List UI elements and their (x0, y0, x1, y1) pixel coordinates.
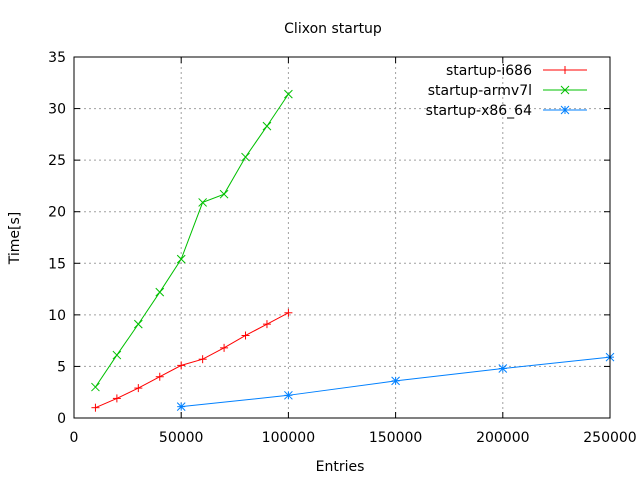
x-tick-label: 50000 (159, 430, 204, 446)
data-point-plus (198, 355, 207, 364)
data-point-cross (198, 198, 207, 207)
data-point-star (391, 376, 400, 386)
data-point-plus (262, 320, 271, 329)
x-tick-label: 100000 (262, 430, 315, 446)
data-point-cross (133, 319, 143, 329)
series-startup-i686 (91, 308, 293, 412)
legend-label: startup-x86_64 (426, 103, 532, 119)
series-layer (91, 89, 615, 412)
marker-stroke (560, 105, 570, 115)
y-tick-label: 10 (48, 308, 66, 324)
data-point-star (498, 364, 508, 373)
data-point-plus (241, 331, 250, 340)
data-point-cross (91, 382, 100, 392)
y-axis-label: Time[s] (7, 212, 23, 265)
data-point-cross (176, 254, 186, 264)
data-point-cross (219, 189, 229, 199)
data-point-plus (284, 308, 293, 317)
x-tick-label: 200000 (476, 430, 529, 446)
marker-stroke (133, 319, 143, 329)
data-point-plus (177, 361, 186, 370)
data-point-cross (155, 287, 165, 297)
marker-stroke (176, 254, 186, 264)
chart-title: Clixon startup (284, 21, 382, 37)
marker-stroke (241, 152, 250, 162)
x-tick-label: 250000 (583, 430, 636, 446)
y-tick-label: 25 (48, 153, 66, 169)
marker-stroke (176, 402, 186, 412)
series-line (95, 312, 289, 409)
data-point-plus (134, 384, 143, 393)
data-point-plus (112, 394, 121, 403)
marker-stroke (284, 390, 293, 400)
y-tick-label: 5 (57, 359, 66, 375)
y-tick-label: 0 (57, 411, 66, 427)
data-point-plus (561, 66, 569, 74)
x-axis-label: Entries (316, 459, 365, 475)
marker-stroke (155, 287, 165, 297)
data-point-star (284, 390, 293, 400)
data-point-plus (155, 372, 164, 381)
marker-stroke (198, 198, 207, 207)
series-startup-armv7l (91, 89, 293, 392)
x-tick-label: 150000 (369, 430, 422, 446)
marker-stroke (91, 382, 100, 392)
marker-stroke (498, 364, 508, 373)
data-point-plus (91, 403, 100, 412)
data-point-cross (560, 85, 570, 95)
legend-label: startup-armv7l (428, 83, 532, 99)
y-tick-label: 30 (48, 102, 66, 118)
plot-border (73, 56, 611, 419)
y-tick-label: 15 (48, 256, 66, 272)
y-tick-label: 20 (48, 205, 66, 221)
data-point-star (560, 105, 570, 115)
data-point-star (176, 402, 186, 412)
data-point-plus (220, 343, 229, 352)
marker-stroke (284, 89, 293, 99)
y-tick-label: 35 (48, 50, 66, 66)
data-point-cross (112, 350, 122, 360)
marker-stroke (112, 350, 122, 360)
marker-stroke (219, 189, 229, 199)
legend: startup-i686 startup-armv7l startup-x86_64 (426, 63, 587, 119)
x-tick-label: 0 (70, 430, 79, 446)
data-point-cross (262, 121, 272, 131)
data-point-cross (241, 152, 250, 162)
data-point-cross (284, 89, 293, 99)
marker-stroke (560, 85, 570, 95)
marker-stroke (391, 376, 400, 386)
marker-stroke (262, 121, 272, 131)
legend-label: startup-i686 (446, 63, 532, 79)
series-line (95, 93, 289, 388)
ticks: 0 50000 100000 150000 200000 250000 0 5 10 15 20 25… (48, 50, 637, 446)
